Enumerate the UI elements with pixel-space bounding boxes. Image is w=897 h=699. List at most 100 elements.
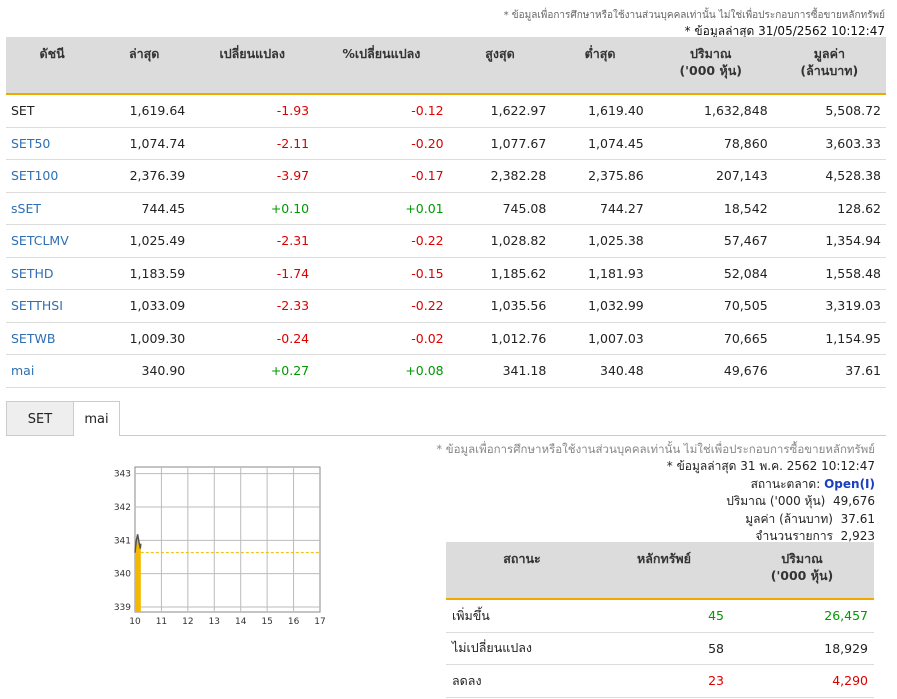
- low-value: 340.48: [551, 354, 649, 388]
- value-value: 1,154.95: [772, 322, 886, 355]
- change-value: -1.93: [190, 94, 315, 128]
- index-name[interactable]: SETCLMV: [6, 224, 99, 258]
- value-value: 37.61: [772, 354, 886, 388]
- last-value: 340.90: [98, 354, 191, 388]
- tab-set[interactable]: SET: [6, 401, 74, 435]
- pct-change-value: -0.22: [314, 224, 449, 258]
- price-line: [134, 534, 142, 553]
- stat-volume: 18,929: [730, 632, 874, 665]
- value-value: 1,354.94: [772, 224, 886, 258]
- index-name[interactable]: SETTHSI: [6, 289, 99, 323]
- value-value: 128.62: [772, 192, 886, 225]
- index-name[interactable]: mai: [6, 354, 99, 388]
- col-high: สูงสุด: [448, 37, 552, 95]
- low-value: 1,619.40: [551, 94, 649, 128]
- col-value: มูลค่า (ล้านบาท): [772, 37, 886, 95]
- col-volume: ปริมาณ ('000 หุ้น): [648, 37, 773, 95]
- index-name[interactable]: SET50: [6, 127, 99, 160]
- index-name[interactable]: SET100: [6, 159, 99, 193]
- high-value: 1,012.76: [448, 322, 552, 355]
- stat-label: ไม่เปลี่ยนแปลง: [446, 632, 598, 665]
- index-table: ดัชนี ล่าสุด เปลี่ยนแปลง %เปลี่ยนแปลง สู…: [6, 37, 886, 388]
- value-value: 4,528.38: [772, 159, 886, 193]
- stat-label: ลดลง: [446, 664, 598, 698]
- x-tick-label: 14: [235, 617, 247, 626]
- low-value: 1,007.03: [551, 322, 649, 355]
- index-name: SET: [6, 94, 99, 128]
- pct-change-value: -0.02: [314, 322, 449, 355]
- high-value: 1,185.62: [448, 257, 552, 290]
- tab-mai[interactable]: mai: [73, 401, 120, 436]
- col-last: ล่าสุด: [98, 37, 191, 95]
- value-value: 3,319.03: [772, 289, 886, 323]
- disclaimer-text: * ข้อมูลเพื่อการศึกษาหรือใช้งานส่วนบุคคล…: [503, 10, 885, 21]
- y-tick-label: 339: [114, 603, 131, 613]
- summary-updated: * ข้อมูลล่าสุด 31 พ.ค. 2562 10:12:47: [666, 459, 875, 473]
- last-value: 744.45: [98, 192, 191, 225]
- volume-value: 70,665: [648, 322, 773, 355]
- index-table-header: ดัชนี ล่าสุด เปลี่ยนแปลง %เปลี่ยนแปลง สู…: [6, 37, 886, 95]
- stat-volume: 26,457: [730, 599, 874, 633]
- col-status: สถานะ: [446, 542, 598, 600]
- change-value: -0.24: [190, 322, 315, 355]
- stat-count: 45: [598, 599, 730, 633]
- x-tick-label: 15: [261, 617, 272, 626]
- high-value: 1,622.97: [448, 94, 552, 128]
- index-row-set: SET 1,619.64 -1.93 -0.12 1,622.97 1,619.40 1,6…: [6, 94, 886, 128]
- high-value: 1,035.56: [448, 289, 552, 323]
- volume-value: 18,542: [648, 192, 773, 225]
- col-stat-volume: ปริมาณ ('000 หุ้น): [730, 542, 874, 600]
- value-value: 1,558.48: [772, 257, 886, 290]
- index-name[interactable]: SETHD: [6, 257, 99, 290]
- last-value: 1,033.09: [98, 289, 191, 323]
- stat-label: เพิ่มขึ้น: [446, 599, 598, 633]
- x-tick-label: 12: [182, 617, 193, 626]
- index-row-setclmv: SETCLMV 1,025.49 -2.31 -0.22 1,028.82 1,025.3…: [6, 224, 886, 258]
- change-value: +0.10: [190, 192, 315, 225]
- change-value: -2.11: [190, 127, 315, 160]
- x-tick-label: 13: [209, 617, 220, 626]
- pct-change-value: -0.12: [314, 94, 449, 128]
- change-value: -1.74: [190, 257, 315, 290]
- pct-change-value: +0.08: [314, 354, 449, 388]
- index-row-setwb: SETWB 1,009.30 -0.24 -0.02 1,012.76 1,007.03 7…: [6, 322, 886, 355]
- volume-value: 70,505: [648, 289, 773, 323]
- low-value: 1,181.93: [551, 257, 649, 290]
- y-tick-label: 342: [114, 503, 131, 513]
- pct-change-value: -0.17: [314, 159, 449, 193]
- col-securities: หลักทรัพย์: [598, 542, 730, 600]
- pct-change-value: +0.01: [314, 192, 449, 225]
- pct-change-value: -0.22: [314, 289, 449, 323]
- last-updated: * ข้อมูลล่าสุด 31/05/2562 10:12:47: [684, 24, 885, 38]
- low-value: 1,032.99: [551, 289, 649, 323]
- y-tick-label: 343: [114, 470, 131, 480]
- change-value: -3.97: [190, 159, 315, 193]
- high-value: 341.18: [448, 354, 552, 388]
- stat-count: 58: [598, 632, 730, 665]
- market-status: สถานะตลาด: Open(I): [750, 476, 875, 491]
- last-value: 1,009.30: [98, 322, 191, 355]
- low-value: 1,074.45: [551, 127, 649, 160]
- index-row-sethd: SETHD 1,183.59 -1.74 -0.15 1,185.62 1,181.93 5…: [6, 257, 886, 290]
- col-pct-change: %เปลี่ยนแปลง: [314, 37, 449, 95]
- stat-table-header: สถานะ หลักทรัพย์ ปริมาณ ('000 หุ้น): [446, 542, 874, 600]
- high-value: 745.08: [448, 192, 552, 225]
- last-value: 1,025.49: [98, 224, 191, 258]
- x-tick-label: 11: [156, 617, 167, 626]
- market-status-value: Open(I): [824, 476, 875, 491]
- index-name[interactable]: SETWB: [6, 322, 99, 355]
- last-value: 1,183.59: [98, 257, 191, 290]
- value-value: 3,603.33: [772, 127, 886, 160]
- summary-volume: ปริมาณ ('000 หุ้น) 49,676: [726, 494, 875, 508]
- stat-row: ไม่เปลี่ยนแปลง 58 18,929: [446, 632, 874, 665]
- change-value: -2.33: [190, 289, 315, 323]
- stat-row: ลดลง 23 4,290: [446, 664, 874, 698]
- volume-value: 1,632,848: [648, 94, 773, 128]
- col-index: ดัชนี: [6, 37, 99, 95]
- x-tick-label: 16: [288, 617, 300, 626]
- change-value: +0.27: [190, 354, 315, 388]
- index-name[interactable]: sSET: [6, 192, 99, 225]
- last-value: 2,376.39: [98, 159, 191, 193]
- stat-count: 23: [598, 664, 730, 698]
- intraday-chart: 10 11 12 13 14 15 16 17 339 340 341 342 343: [114, 466, 326, 626]
